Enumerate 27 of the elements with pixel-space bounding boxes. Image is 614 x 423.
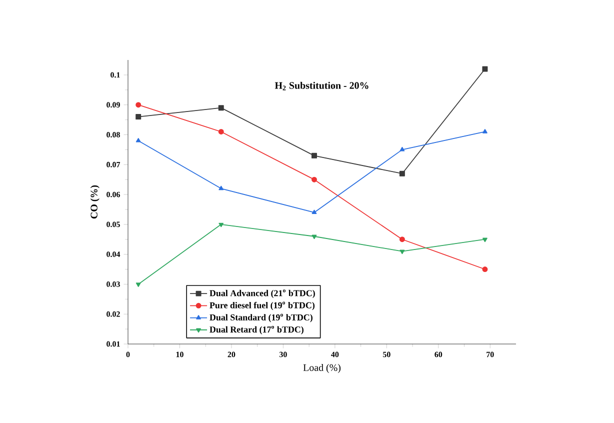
point [312, 176, 317, 182]
legend-label: Dual Advanced (21$^{o}$ bTDC) [210, 290, 315, 298]
point [399, 170, 405, 176]
point [400, 250, 405, 254]
point [312, 234, 317, 240]
text: H$_{2}$ Substitution - 20% [274, 82, 368, 90]
x-axis-title: Load (%) [303, 364, 340, 374]
point [218, 186, 224, 190]
point [218, 222, 224, 228]
point [482, 266, 488, 272]
point [136, 282, 141, 287]
legend-label: Dual Standard (19$^{o}$ bTDC) [210, 314, 312, 322]
point [482, 238, 488, 242]
point [136, 102, 142, 108]
legend-label: Dual Retard (17$^{o}$ bTDC) [210, 326, 304, 334]
point [218, 105, 224, 111]
point [312, 210, 317, 214]
point [136, 114, 142, 120]
point [399, 236, 405, 242]
legend-label: Pure diesel fuel (19$^{o}$ bTDC) [210, 302, 315, 310]
point [136, 138, 141, 142]
point [400, 146, 405, 152]
point [312, 152, 317, 158]
point [218, 129, 224, 134]
point [482, 66, 488, 72]
point [482, 129, 488, 134]
y-axis-title: CO (%) [90, 185, 100, 219]
